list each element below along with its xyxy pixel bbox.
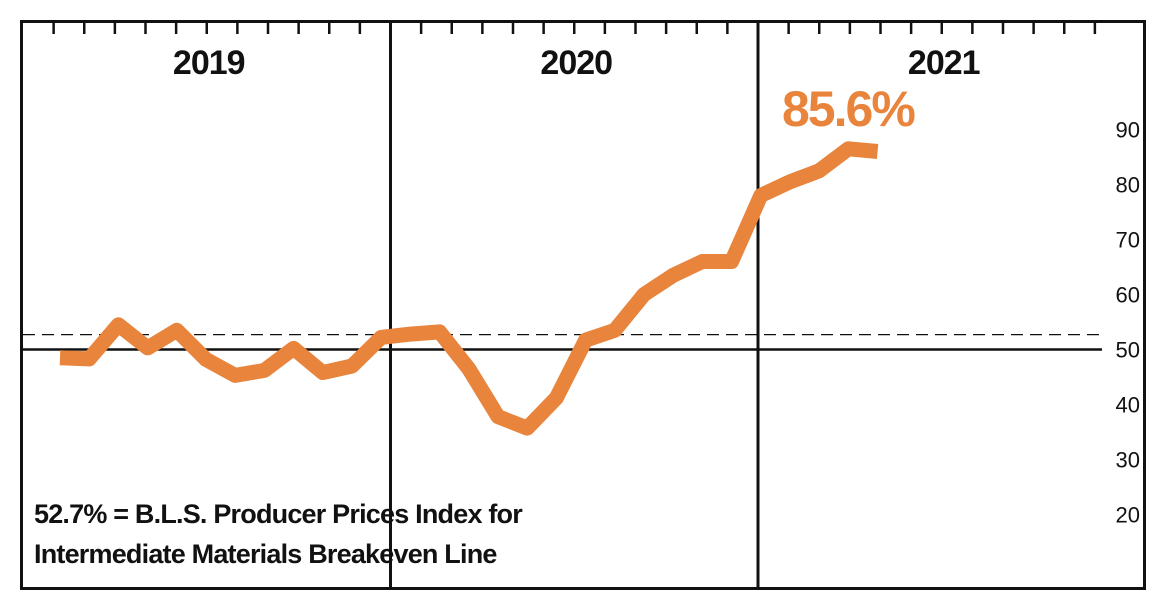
- note-line-2: Intermediate Materials Breakeven Line: [34, 539, 497, 569]
- latest-value-callout: 85.6%: [782, 81, 915, 137]
- month-ticks: [52, 23, 1097, 34]
- y-tick-label: 20: [1116, 503, 1140, 528]
- note-line-1: 52.7% = B.L.S. Producer Prices Index for: [34, 499, 523, 529]
- y-tick-label: 90: [1116, 118, 1140, 143]
- y-tick-label: 60: [1116, 283, 1140, 308]
- reference-lines: [23, 23, 1102, 587]
- chart-frame: [20, 20, 1146, 590]
- labels: 2019 2020 2021 20 30 40 50 60 70 80 90 85.6%: [173, 44, 1140, 528]
- breakeven-note: 52.7% = B.L.S. Producer Prices Index for…: [34, 494, 523, 574]
- series-line: [59, 141, 879, 436]
- y-tick-label: 30: [1116, 448, 1140, 473]
- year-label-2019: 2019: [173, 44, 245, 82]
- y-tick-label: 80: [1116, 173, 1140, 198]
- y-tick-label: 70: [1116, 228, 1140, 253]
- y-tick-label: 50: [1116, 338, 1140, 363]
- series-line-path: [59, 141, 879, 436]
- year-label-2021: 2021: [908, 44, 980, 82]
- year-label-2020: 2020: [540, 44, 612, 82]
- y-tick-label: 40: [1116, 393, 1140, 418]
